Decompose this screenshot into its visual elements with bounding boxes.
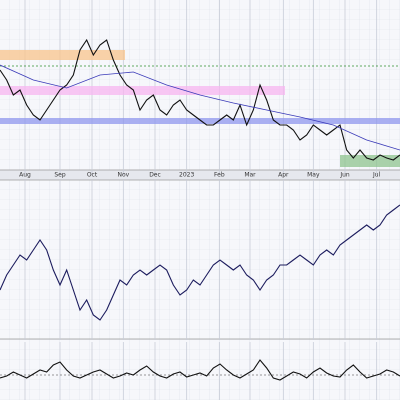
zone (340, 155, 400, 167)
zone (0, 86, 285, 95)
x-tick-label: Dec (149, 172, 161, 179)
zone (0, 50, 125, 60)
x-tick-label: 2023 (179, 172, 194, 179)
series-line (0, 38, 400, 161)
x-tick-label: Sep (54, 172, 66, 179)
x-tick-label: Apr (278, 172, 289, 179)
zone (0, 118, 400, 124)
series-line (0, 204, 400, 321)
date-axis-strip (0, 170, 400, 180)
x-tick-label: Mar (244, 172, 256, 179)
x-tick-label: May (307, 172, 320, 179)
x-tick-label: Oct (87, 172, 98, 179)
x-tick-label: Aug (19, 172, 31, 179)
x-tick-label: Feb (214, 172, 225, 179)
x-tick-label: Jun (339, 172, 350, 179)
series-line (0, 359, 400, 381)
series-line (0, 64, 400, 151)
x-tick-label: Nov (117, 172, 129, 179)
x-tick-label: Jul (372, 172, 381, 179)
